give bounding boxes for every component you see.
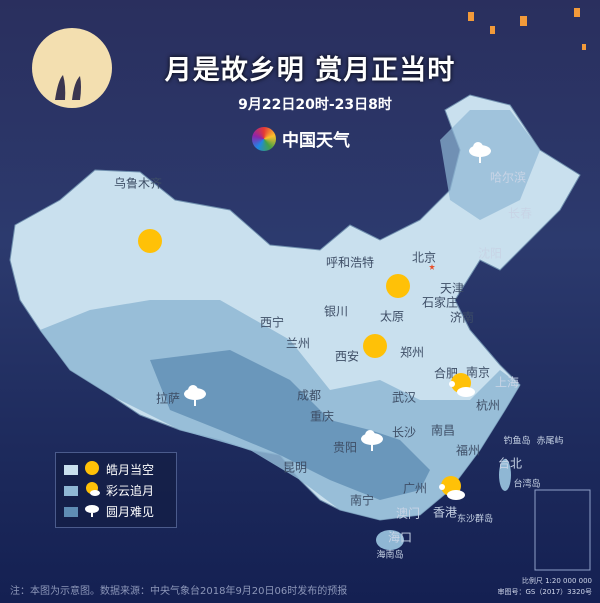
city-label: 南昌 xyxy=(430,423,456,438)
city-label: 广州 xyxy=(402,481,428,496)
scale-text: 比例尺 1:20 000 000 xyxy=(521,577,592,585)
city-label: 成都 xyxy=(296,388,322,403)
moon-cloud-icon xyxy=(84,481,100,500)
city-label: 上海 xyxy=(494,375,520,390)
capital-star-icon xyxy=(429,264,435,270)
city-label: 呼和浩特 xyxy=(325,255,375,270)
logo-text: 中国天气 xyxy=(282,131,350,151)
island-label: 东沙群岛 xyxy=(456,514,494,525)
swatch xyxy=(64,485,78,496)
moon-cloud-icon xyxy=(438,475,466,505)
swatch xyxy=(64,506,78,517)
cloud-rain-icon xyxy=(359,428,385,458)
city-label: 天津 xyxy=(439,281,465,296)
island-label: 钓鱼岛 xyxy=(503,436,531,447)
map-scale-info: 比例尺 1:20 000 000 审图号：GS（2017）3320号 xyxy=(498,576,593,598)
city-label: 哈尔滨 xyxy=(489,170,527,185)
city-label: 乌鲁木齐 xyxy=(113,176,163,191)
city-label: 石家庄 xyxy=(421,295,459,310)
legend-item-clear: 皓月当空 xyxy=(64,459,168,480)
city-label: 澳门 xyxy=(395,506,421,521)
city-label: 长沙 xyxy=(391,425,417,440)
city-label: 太原 xyxy=(379,309,405,324)
swatch xyxy=(64,464,78,475)
island-label: 赤尾屿 xyxy=(536,436,564,447)
taiwan-island xyxy=(499,459,511,491)
cloud-rain-icon xyxy=(84,502,100,521)
island-label: 海南岛 xyxy=(376,550,404,561)
city-label: 南宁 xyxy=(349,493,375,508)
sky-lanterns xyxy=(468,8,586,50)
city-label: 贵阳 xyxy=(332,440,358,455)
moon-cloud-icon xyxy=(448,372,476,402)
page-title: 月是故乡明 赏月正当时 xyxy=(164,55,456,86)
city-label: 银川 xyxy=(323,304,349,319)
footer-note: 注：本图为示意图。数据来源：中央气象台2018年9月20日06时发布的预报 xyxy=(10,586,348,597)
full-moon-icon xyxy=(385,273,411,303)
city-label: 合肥 xyxy=(433,366,459,381)
city-label: 杭州 xyxy=(475,398,501,413)
legend-label: 彩云追月 xyxy=(106,484,155,498)
city-label: 郑州 xyxy=(399,345,425,360)
city-label: 福州 xyxy=(455,443,481,458)
logo: 中国天气 xyxy=(252,126,350,151)
city-label: 南京 xyxy=(465,365,491,380)
city-label: 长春 xyxy=(507,206,533,221)
legend-label: 圆月难见 xyxy=(106,505,155,519)
cloud-rain-icon xyxy=(467,140,493,170)
city-label: 兰州 xyxy=(285,336,311,351)
city-label: 重庆 xyxy=(309,409,335,424)
city-label: 沈阳 xyxy=(477,246,503,261)
island-label: 台湾岛 xyxy=(513,479,541,490)
city-label: 海口 xyxy=(387,530,413,545)
legend-item-partly: 彩云追月 xyxy=(64,480,168,501)
cloud-rain-icon xyxy=(182,383,208,413)
approval-number: 审图号：GS（2017）3320号 xyxy=(497,588,593,596)
legend-item-cloudy: 圆月难见 xyxy=(64,501,168,522)
cloudy-region xyxy=(150,350,430,500)
moon-decoration xyxy=(32,28,112,108)
city-label: 西宁 xyxy=(259,315,285,330)
city-label: 香港 xyxy=(432,505,458,520)
northeast-cloud-region xyxy=(440,110,540,220)
city-label: 西安 xyxy=(334,349,360,364)
city-label: 北京 xyxy=(411,250,437,265)
legend: 皓月当空 彩云追月 圆月难见 xyxy=(55,452,177,528)
full-moon-icon xyxy=(137,228,163,258)
city-label: 拉萨 xyxy=(155,391,181,406)
legend-label: 皓月当空 xyxy=(106,463,155,477)
city-label: 昆明 xyxy=(282,460,308,475)
logo-icon xyxy=(252,126,276,151)
south-china-sea-inset xyxy=(534,489,591,571)
city-label: 台北 xyxy=(497,456,523,471)
forecast-period: 9月22日20时-23日8时 xyxy=(238,97,392,113)
full-moon-icon xyxy=(362,333,388,363)
rabbits-silhouette xyxy=(55,75,81,100)
city-label: 武汉 xyxy=(391,390,417,405)
full-moon-icon xyxy=(84,460,100,479)
city-label: 济南 xyxy=(449,310,475,325)
hainan-island xyxy=(376,530,404,550)
